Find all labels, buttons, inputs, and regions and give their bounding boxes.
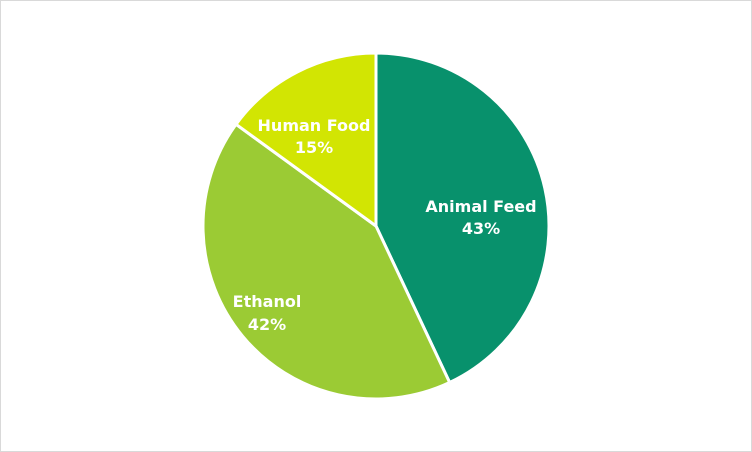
- label-animal-feed-pct: 43%: [462, 219, 500, 238]
- label-ethanol-pct: 42%: [248, 315, 286, 334]
- label-human-food-pct: 15%: [295, 138, 333, 157]
- pie-slice-human-food: [234, 51, 378, 228]
- pie-slice-animal-feed: [374, 51, 551, 385]
- pie-slice-ethanol: [201, 122, 452, 401]
- label-animal-feed-name: Animal Feed: [425, 197, 536, 216]
- pie-slices: [201, 51, 551, 401]
- label-human-food-name: Human Food: [258, 116, 371, 135]
- label-ethanol-name: Ethanol: [233, 292, 302, 311]
